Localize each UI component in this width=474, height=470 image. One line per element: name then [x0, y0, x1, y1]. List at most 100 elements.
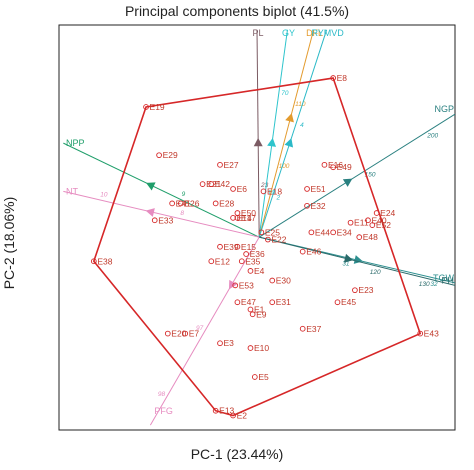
genotype-point-e33: [151, 217, 158, 224]
genotype-label-e36: E36: [250, 249, 265, 259]
trait-vector-nt: [63, 190, 260, 238]
genotype-label-e43: E43: [424, 329, 439, 339]
genotype-point-e43: [417, 330, 424, 337]
trait-tick-dfl-2: 110: [295, 101, 306, 108]
genotype-point-e47: [234, 299, 241, 306]
genotype-point-e7: [182, 330, 189, 337]
genotype-point-e51: [304, 186, 310, 192]
genotype-label-e29: E29: [163, 150, 178, 160]
genotype-point-e37: [299, 325, 306, 332]
genotype-label-e24: E24: [380, 208, 395, 218]
chart-title: Principal components biplot (41.5%): [124, 3, 350, 19]
genotype-point-e31: [269, 299, 276, 306]
genotype-label-e25: E25: [265, 227, 280, 237]
genotype-point-e38: [90, 258, 97, 265]
genotype-point-e35: [238, 258, 245, 265]
genotype-point-e15: [234, 243, 241, 250]
trait-label-npp: NPP: [66, 138, 85, 148]
genotype-label-e27: E27: [224, 160, 239, 170]
trait-label-nt: NT: [66, 186, 78, 196]
genotype-point-e26: [177, 200, 184, 207]
genotype-label-e3: E3: [224, 338, 235, 348]
genotype-point-e36: [243, 251, 249, 257]
genotype-label-e38: E38: [97, 256, 112, 266]
genotype-point-e6: [230, 186, 236, 192]
genotype-point-e29: [156, 152, 162, 159]
plot-frame: [58, 24, 456, 431]
genotype-label-e46: E46: [306, 247, 321, 257]
genotype-point-e42: [208, 181, 215, 187]
convex-hull: [92, 77, 422, 417]
trait-tick-ph-1: 120: [370, 269, 381, 276]
genotype-point-e16: [321, 161, 328, 168]
trait-tick-dfl-1: 100: [279, 163, 290, 170]
trait-tick-nt-1: 8: [180, 210, 184, 217]
genotype-label-e49: E49: [337, 162, 352, 172]
genotype-point-e24: [373, 210, 380, 216]
genotype-label-e22: E22: [271, 235, 286, 245]
trait-arrow-gy: [267, 137, 277, 147]
genotype-label-e13: E13: [219, 406, 234, 416]
genotype-label-e44: E44: [315, 227, 330, 237]
genotype-point-e2: [230, 412, 236, 419]
genotype-point-e8: [330, 75, 337, 81]
trait-vector-npp: [63, 142, 260, 238]
trait-tick-pfg-2: 98: [158, 391, 166, 398]
trait-arrow-rymvd: [284, 138, 294, 148]
genotype-label-e39: E39: [224, 242, 239, 252]
genotype-point-e22: [265, 236, 271, 243]
genotype-points: E1E2E3E4E5E6E7E8E9E10E11E12E13E14E15E16E…: [90, 73, 439, 421]
trait-tick-ngp-2: 200: [426, 132, 438, 139]
genotype-label-e14: E14: [237, 213, 252, 223]
genotype-label-e48: E48: [363, 232, 378, 242]
genotype-point-e32: [304, 202, 310, 209]
trait-tick-rymvd-1: 2: [276, 195, 281, 202]
genotype-point-e53: [232, 282, 239, 289]
genotype-label-e11: E11: [354, 218, 369, 228]
trait-tick-tgw-1: 31: [342, 261, 350, 268]
trait-arrow-dfl: [285, 113, 294, 123]
genotype-point-e34: [330, 229, 337, 236]
genotype-label-e8: E8: [337, 73, 348, 83]
trait-label-rymvd: RYMVD: [311, 28, 344, 38]
genotype-point-e13: [212, 407, 219, 414]
genotype-point-e45: [334, 299, 341, 306]
trait-vector-ph: [259, 236, 455, 286]
trait-label-ngp: NGP: [434, 104, 454, 114]
genotype-point-e52: [369, 222, 376, 228]
trait-tick-ngp-1: 150: [365, 172, 376, 179]
genotype-label-e12: E12: [215, 256, 230, 266]
genotype-label-e41: E41: [176, 198, 191, 208]
genotype-point-e41: [169, 200, 175, 207]
genotype-label-e19: E19: [150, 102, 165, 112]
trait-vector-pfg: [149, 236, 260, 426]
genotype-label-e15: E15: [241, 242, 256, 252]
genotype-label-e28: E28: [219, 198, 234, 208]
genotype-point-e50: [234, 210, 241, 216]
genotype-label-e17: E17: [241, 213, 256, 223]
genotype-label-e31: E31: [276, 297, 291, 307]
genotype-label-e32: E32: [311, 201, 326, 211]
hull-polygon: [92, 77, 422, 417]
genotype-point-e46: [299, 248, 306, 255]
genotype-label-e10: E10: [254, 343, 269, 353]
trait-label-tgw: TGW: [433, 273, 454, 283]
genotype-point-e40: [365, 217, 371, 224]
genotype-label-e20: E20: [171, 329, 186, 339]
trait-tick-npp-1: 9: [182, 191, 186, 198]
trait-tick-gy-2: 70: [281, 90, 289, 97]
genotype-point-e9: [249, 311, 256, 318]
trait-tick-nt-2: 10: [100, 192, 108, 199]
x-axis-label: PC-1 (23.44%): [190, 446, 284, 462]
genotype-point-e12: [208, 258, 215, 265]
genotype-label-e51: E51: [311, 184, 326, 194]
genotype-point-e30: [269, 277, 276, 284]
genotype-label-e47: E47: [241, 297, 256, 307]
genotype-label-e7: E7: [189, 329, 200, 339]
trait-arrow-ph: [343, 253, 354, 263]
trait-arrow-npp: [146, 182, 156, 191]
genotype-label-e37: E37: [306, 324, 321, 334]
trait-vector-pl: [256, 29, 260, 238]
genotype-point-e11: [347, 219, 354, 226]
